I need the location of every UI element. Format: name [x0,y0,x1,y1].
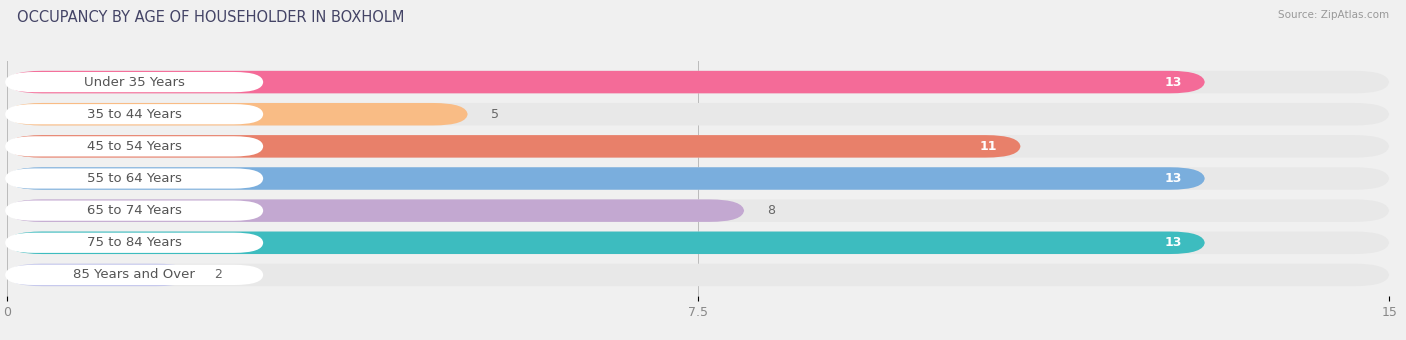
FancyBboxPatch shape [7,103,468,125]
Text: 13: 13 [1164,236,1182,249]
FancyBboxPatch shape [7,135,1389,158]
Text: 13: 13 [1164,75,1182,89]
FancyBboxPatch shape [6,265,263,285]
Text: Source: ZipAtlas.com: Source: ZipAtlas.com [1278,10,1389,20]
FancyBboxPatch shape [7,232,1389,254]
FancyBboxPatch shape [6,168,263,189]
FancyBboxPatch shape [7,264,1389,286]
FancyBboxPatch shape [6,72,263,92]
Text: 11: 11 [980,140,997,153]
FancyBboxPatch shape [7,71,1205,94]
FancyBboxPatch shape [6,233,263,253]
Text: 13: 13 [1164,172,1182,185]
Text: 85 Years and Over: 85 Years and Over [73,268,195,282]
FancyBboxPatch shape [7,135,1021,158]
Text: OCCUPANCY BY AGE OF HOUSEHOLDER IN BOXHOLM: OCCUPANCY BY AGE OF HOUSEHOLDER IN BOXHO… [17,10,405,25]
FancyBboxPatch shape [6,104,263,124]
Text: 65 to 74 Years: 65 to 74 Years [87,204,181,217]
Text: Under 35 Years: Under 35 Years [84,75,184,89]
FancyBboxPatch shape [7,199,1389,222]
Text: 8: 8 [768,204,775,217]
FancyBboxPatch shape [7,103,1389,125]
FancyBboxPatch shape [7,199,744,222]
Text: 55 to 64 Years: 55 to 64 Years [87,172,181,185]
Text: 2: 2 [214,268,222,282]
FancyBboxPatch shape [7,232,1205,254]
FancyBboxPatch shape [7,167,1205,190]
FancyBboxPatch shape [6,201,263,221]
FancyBboxPatch shape [7,264,191,286]
FancyBboxPatch shape [6,136,263,156]
FancyBboxPatch shape [7,71,1389,94]
Text: 5: 5 [491,108,499,121]
Text: 75 to 84 Years: 75 to 84 Years [87,236,181,249]
FancyBboxPatch shape [7,167,1389,190]
Text: 35 to 44 Years: 35 to 44 Years [87,108,181,121]
Text: 45 to 54 Years: 45 to 54 Years [87,140,181,153]
